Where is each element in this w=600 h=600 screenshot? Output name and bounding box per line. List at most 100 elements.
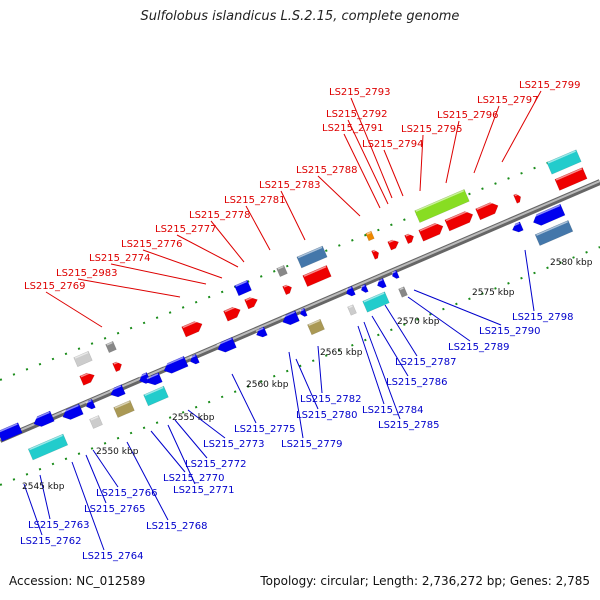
gene-label-forward: LS215_2769 bbox=[24, 281, 85, 292]
gene-label-forward: LS215_2778 bbox=[189, 210, 250, 221]
scale-label: 2575 kbp bbox=[472, 288, 515, 298]
gene-label-reverse: LS215_2780 bbox=[296, 410, 357, 421]
gene-feature bbox=[296, 245, 328, 269]
gene-feature bbox=[282, 283, 292, 296]
gene-label-forward: LS215_2791 bbox=[322, 123, 383, 134]
gene-feature bbox=[554, 167, 588, 191]
gene-feature bbox=[79, 371, 95, 386]
gene-feature bbox=[418, 221, 444, 242]
gene-label-forward: LS215_2792 bbox=[326, 109, 387, 120]
gene-feature bbox=[276, 264, 288, 278]
scale-label: 2555 kbp bbox=[172, 413, 215, 423]
gene-label-forward: LS215_2781 bbox=[224, 195, 285, 206]
gene-label-reverse: LS215_2766 bbox=[96, 488, 157, 499]
gene-feature bbox=[281, 310, 300, 326]
label-connector bbox=[501, 90, 542, 163]
gene-feature bbox=[244, 295, 258, 310]
label-connector bbox=[142, 249, 223, 279]
gene-feature bbox=[234, 279, 252, 297]
gene-label-reverse: LS215_2784 bbox=[362, 405, 423, 416]
label-connector bbox=[295, 358, 319, 410]
gene-label-reverse: LS215_2798 bbox=[512, 312, 573, 323]
gene-feature bbox=[89, 415, 103, 429]
gene-feature bbox=[376, 277, 387, 289]
label-connector bbox=[383, 149, 404, 197]
gene-feature bbox=[347, 304, 357, 316]
gene-feature bbox=[302, 265, 332, 287]
label-connector bbox=[317, 345, 323, 394]
gene-feature bbox=[534, 220, 574, 246]
gene-feature bbox=[162, 355, 189, 374]
map-title: Sulfolobus islandicus L.S.2.15, complete… bbox=[140, 9, 460, 24]
label-connector bbox=[77, 278, 181, 298]
gene-feature bbox=[414, 189, 470, 223]
label-connector bbox=[71, 461, 105, 551]
label-connector bbox=[176, 234, 239, 268]
label-connector bbox=[126, 441, 169, 521]
label-connector bbox=[210, 220, 245, 263]
gene-label-reverse: LS215_2786 bbox=[386, 377, 447, 388]
gene-label-reverse: LS215_2763 bbox=[28, 520, 89, 531]
label-connector bbox=[150, 430, 186, 473]
gene-label-forward: LS215_2799 bbox=[519, 80, 580, 91]
gene-label-forward: LS215_2795 bbox=[401, 124, 462, 135]
label-connector bbox=[288, 351, 304, 439]
gene-feature bbox=[61, 403, 84, 420]
gene-feature bbox=[391, 269, 400, 279]
gene-label-reverse: LS215_2771 bbox=[173, 485, 234, 496]
gene-feature bbox=[365, 230, 375, 242]
gene-label-reverse: LS215_2773 bbox=[203, 439, 264, 450]
gene-feature bbox=[546, 149, 582, 175]
gene-label-forward: LS215_2783 bbox=[259, 180, 320, 191]
label-connector bbox=[357, 325, 385, 405]
gene-label-reverse: LS215_2772 bbox=[185, 459, 246, 470]
gene-feature bbox=[511, 221, 524, 233]
label-connector bbox=[413, 289, 502, 326]
gene-label-reverse: LS215_2765 bbox=[84, 504, 145, 515]
gene-feature bbox=[398, 286, 408, 298]
label-connector bbox=[85, 454, 107, 504]
label-connector bbox=[45, 291, 103, 328]
scale-label: 2580 kbp bbox=[550, 258, 593, 268]
gene-label-forward: LS215_2983 bbox=[56, 268, 117, 279]
gene-feature bbox=[138, 372, 151, 384]
gene-label-reverse: LS215_2789 bbox=[448, 342, 509, 353]
gene-feature bbox=[146, 372, 163, 386]
label-connector bbox=[445, 120, 460, 184]
gene-feature bbox=[112, 360, 122, 373]
gene-label-forward: LS215_2794 bbox=[362, 139, 423, 150]
gene-feature bbox=[189, 353, 200, 365]
gene-feature bbox=[27, 433, 69, 461]
label-connector bbox=[245, 205, 271, 251]
label-connector bbox=[231, 373, 257, 424]
gene-feature bbox=[181, 319, 203, 338]
label-connector bbox=[280, 190, 306, 241]
gene-feature bbox=[105, 340, 117, 354]
gene-feature bbox=[223, 305, 241, 322]
gene-feature bbox=[32, 410, 55, 427]
label-connector bbox=[174, 419, 208, 459]
gene-feature bbox=[360, 283, 369, 293]
label-connector bbox=[350, 97, 393, 199]
label-connector bbox=[92, 449, 119, 488]
topology-summary: Topology: circular; Length: 2,736,272 bp… bbox=[260, 574, 590, 588]
label-connector bbox=[317, 175, 361, 217]
gene-label-forward: LS215_2796 bbox=[437, 110, 498, 121]
gene-feature bbox=[404, 232, 414, 245]
gene-label-forward: LS215_2776 bbox=[121, 239, 182, 250]
gene-label-reverse: LS215_2762 bbox=[20, 536, 81, 547]
gene-feature bbox=[307, 318, 325, 336]
gene-feature bbox=[362, 291, 390, 313]
gene-feature bbox=[531, 203, 566, 226]
label-connector bbox=[110, 263, 207, 285]
gene-feature bbox=[387, 238, 399, 251]
genome-backbone-highlight bbox=[0, 180, 600, 440]
gene-label-reverse: LS215_2764 bbox=[82, 551, 143, 562]
label-connector bbox=[343, 133, 381, 209]
gene-feature bbox=[0, 422, 23, 442]
scale-label: 2565 kbp bbox=[320, 348, 363, 358]
gene-label-forward: LS215_2793 bbox=[329, 87, 390, 98]
gene-label-reverse: LS215_2770 bbox=[163, 473, 224, 484]
gene-label-forward: LS215_2797 bbox=[477, 95, 538, 106]
